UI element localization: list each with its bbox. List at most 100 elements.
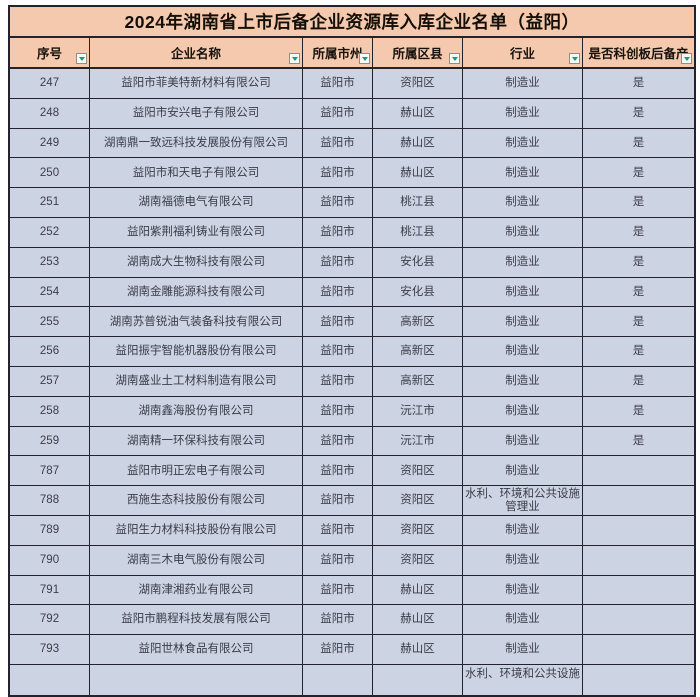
cell-city[interactable]: 益阳市 — [303, 426, 373, 456]
cell-industry[interactable]: 制造业 — [463, 69, 583, 98]
filter-dropdown-icon[interactable] — [681, 53, 692, 64]
cell-serial-no[interactable]: 247 — [10, 69, 90, 98]
cell-star-board-reserve[interactable]: 是 — [583, 218, 694, 247]
cell-city[interactable]: 益阳市 — [303, 456, 373, 486]
cell-city[interactable]: 益阳市 — [303, 128, 373, 158]
cell-company-name[interactable]: 湖南鑫海股份有限公司 — [90, 396, 303, 426]
filter-dropdown-icon[interactable] — [449, 53, 460, 64]
filter-dropdown-icon[interactable] — [359, 53, 370, 64]
cell-serial-no[interactable]: 259 — [10, 426, 90, 456]
cell-star-board-reserve[interactable]: 是 — [583, 307, 694, 336]
cell-industry[interactable]: 制造业 — [463, 247, 583, 277]
cell-star-board-reserve[interactable]: 是 — [583, 367, 694, 396]
cell-industry[interactable]: 制造业 — [463, 545, 583, 575]
cell-serial-no[interactable]: 791 — [10, 575, 90, 605]
cell-company-name[interactable]: 湖南精一环保科技有限公司 — [90, 426, 303, 456]
cell-industry[interactable]: 制造业 — [463, 366, 583, 396]
cell-district[interactable]: 赫山区 — [373, 605, 463, 635]
cell-serial-no[interactable]: 789 — [10, 515, 90, 545]
cell-star-board-reserve[interactable]: 是 — [583, 427, 694, 456]
cell-district[interactable]: 高新区 — [373, 337, 463, 366]
cell-star-board-reserve[interactable]: 是 — [583, 158, 694, 187]
cell-industry[interactable]: 制造业 — [463, 515, 583, 545]
cell-star-board-reserve[interactable]: 是 — [583, 188, 694, 217]
cell-star-board-reserve[interactable] — [583, 486, 694, 515]
cell-city[interactable]: 益阳市 — [303, 217, 373, 247]
cell-company-name[interactable]: 湖南成大生物科技有限公司 — [90, 247, 303, 277]
cell-district[interactable]: 高新区 — [373, 307, 463, 337]
cell-company-name[interactable]: 湖南苏普锐油气装备科技有限公司 — [90, 307, 303, 337]
cell-industry[interactable]: 制造业 — [463, 277, 583, 307]
cell-company-name[interactable]: 益阳市菲美特新材料有限公司 — [90, 69, 303, 98]
cell-district[interactable]: 资阳区 — [373, 486, 463, 515]
cell-star-board-reserve[interactable] — [583, 546, 694, 575]
cell-star-board-reserve[interactable]: 是 — [583, 397, 694, 426]
cell-star-board-reserve[interactable]: 是 — [583, 278, 694, 307]
cell-serial-no[interactable]: 258 — [10, 396, 90, 426]
cell-district[interactable]: 赫山区 — [373, 575, 463, 605]
cell-industry[interactable]: 制造业 — [463, 635, 583, 664]
cell-serial-no[interactable]: 255 — [10, 307, 90, 337]
cell-company-name[interactable]: 湖南津湘药业有限公司 — [90, 575, 303, 605]
filter-dropdown-icon[interactable] — [289, 53, 300, 64]
cell-star-board-reserve[interactable] — [583, 605, 694, 634]
cell-star-board-reserve[interactable]: 是 — [583, 99, 694, 128]
cell-star-board-reserve[interactable] — [583, 456, 694, 485]
cell-city[interactable]: 益阳市 — [303, 605, 373, 635]
cell-industry[interactable]: 制造业 — [463, 307, 583, 337]
cell-city[interactable]: 益阳市 — [303, 486, 373, 515]
cell-district[interactable]: 桃江县 — [373, 217, 463, 247]
cell-serial-no[interactable]: 787 — [10, 456, 90, 486]
cell-industry[interactable]: 制造业 — [463, 128, 583, 158]
cell-district[interactable]: 资阳区 — [373, 456, 463, 486]
cell-serial-no[interactable]: 251 — [10, 188, 90, 217]
cell-company-name[interactable]: 益阳紫荆福利铸业有限公司 — [90, 217, 303, 247]
cell-district[interactable]: 赫山区 — [373, 158, 463, 188]
cell-company-name[interactable]: 湖南金雕能源科技有限公司 — [90, 277, 303, 307]
cell-district[interactable]: 安化县 — [373, 247, 463, 277]
cell-industry[interactable]: 制造业 — [463, 158, 583, 188]
cell-district[interactable]: 赫山区 — [373, 128, 463, 158]
column-header-district[interactable]: 所属区县 — [373, 38, 463, 67]
cell-district[interactable]: 资阳区 — [373, 515, 463, 545]
cell-industry[interactable]: 制造业 — [463, 396, 583, 426]
cell-serial-no[interactable]: 248 — [10, 98, 90, 128]
cell-company-name[interactable]: 西施生态科技股份有限公司 — [90, 486, 303, 515]
cell-district[interactable]: 桃江县 — [373, 188, 463, 217]
cell-company-name[interactable]: 湖南盛业土工材料制造有限公司 — [90, 366, 303, 396]
cell-company-name[interactable]: 益阳市鹏程科技发展有限公司 — [90, 605, 303, 635]
cell-district[interactable]: 沅江市 — [373, 396, 463, 426]
cell-district[interactable]: 资阳区 — [373, 545, 463, 575]
cell-industry[interactable]: 制造业 — [463, 98, 583, 128]
cell-district[interactable]: 沅江市 — [373, 426, 463, 456]
cell-serial-no[interactable]: 249 — [10, 128, 90, 158]
cell-star-board-reserve[interactable] — [583, 576, 694, 605]
cell-city[interactable]: 益阳市 — [303, 247, 373, 277]
column-header-company-name[interactable]: 企业名称 — [90, 38, 303, 67]
cell-city[interactable]: 益阳市 — [303, 515, 373, 545]
cell-company-name[interactable]: 益阳生力材料科技股份有限公司 — [90, 515, 303, 545]
cell-city[interactable]: 益阳市 — [303, 69, 373, 98]
filter-dropdown-icon[interactable] — [76, 53, 87, 64]
cell-city[interactable]: 益阳市 — [303, 307, 373, 337]
cell-district[interactable]: 资阳区 — [373, 69, 463, 98]
cell-city[interactable]: 益阳市 — [303, 158, 373, 188]
cell-industry[interactable]: 制造业 — [463, 188, 583, 217]
cell-district[interactable]: 安化县 — [373, 277, 463, 307]
cell-serial-no[interactable]: 253 — [10, 247, 90, 277]
column-header-city[interactable]: 所属市州 — [303, 38, 373, 67]
column-header-star-board-reserve[interactable]: 是否科创板后备产 — [583, 38, 694, 67]
cell-city[interactable]: 益阳市 — [303, 396, 373, 426]
cell-city[interactable]: 益阳市 — [303, 98, 373, 128]
cell-company-name[interactable]: 益阳世林食品有限公司 — [90, 635, 303, 664]
cell-district[interactable]: 高新区 — [373, 366, 463, 396]
cell-serial-no[interactable]: 256 — [10, 337, 90, 366]
cell-star-board-reserve[interactable]: 是 — [583, 337, 694, 366]
cell-star-board-reserve[interactable]: 是 — [583, 129, 694, 158]
cell-city[interactable]: 益阳市 — [303, 277, 373, 307]
cell-serial-no[interactable]: 793 — [10, 635, 90, 664]
cell-serial-no[interactable]: 252 — [10, 217, 90, 247]
cell-industry[interactable]: 制造业 — [463, 217, 583, 247]
cell-serial-no[interactable]: 257 — [10, 366, 90, 396]
column-header-serial-no[interactable]: 序号 — [10, 38, 90, 67]
